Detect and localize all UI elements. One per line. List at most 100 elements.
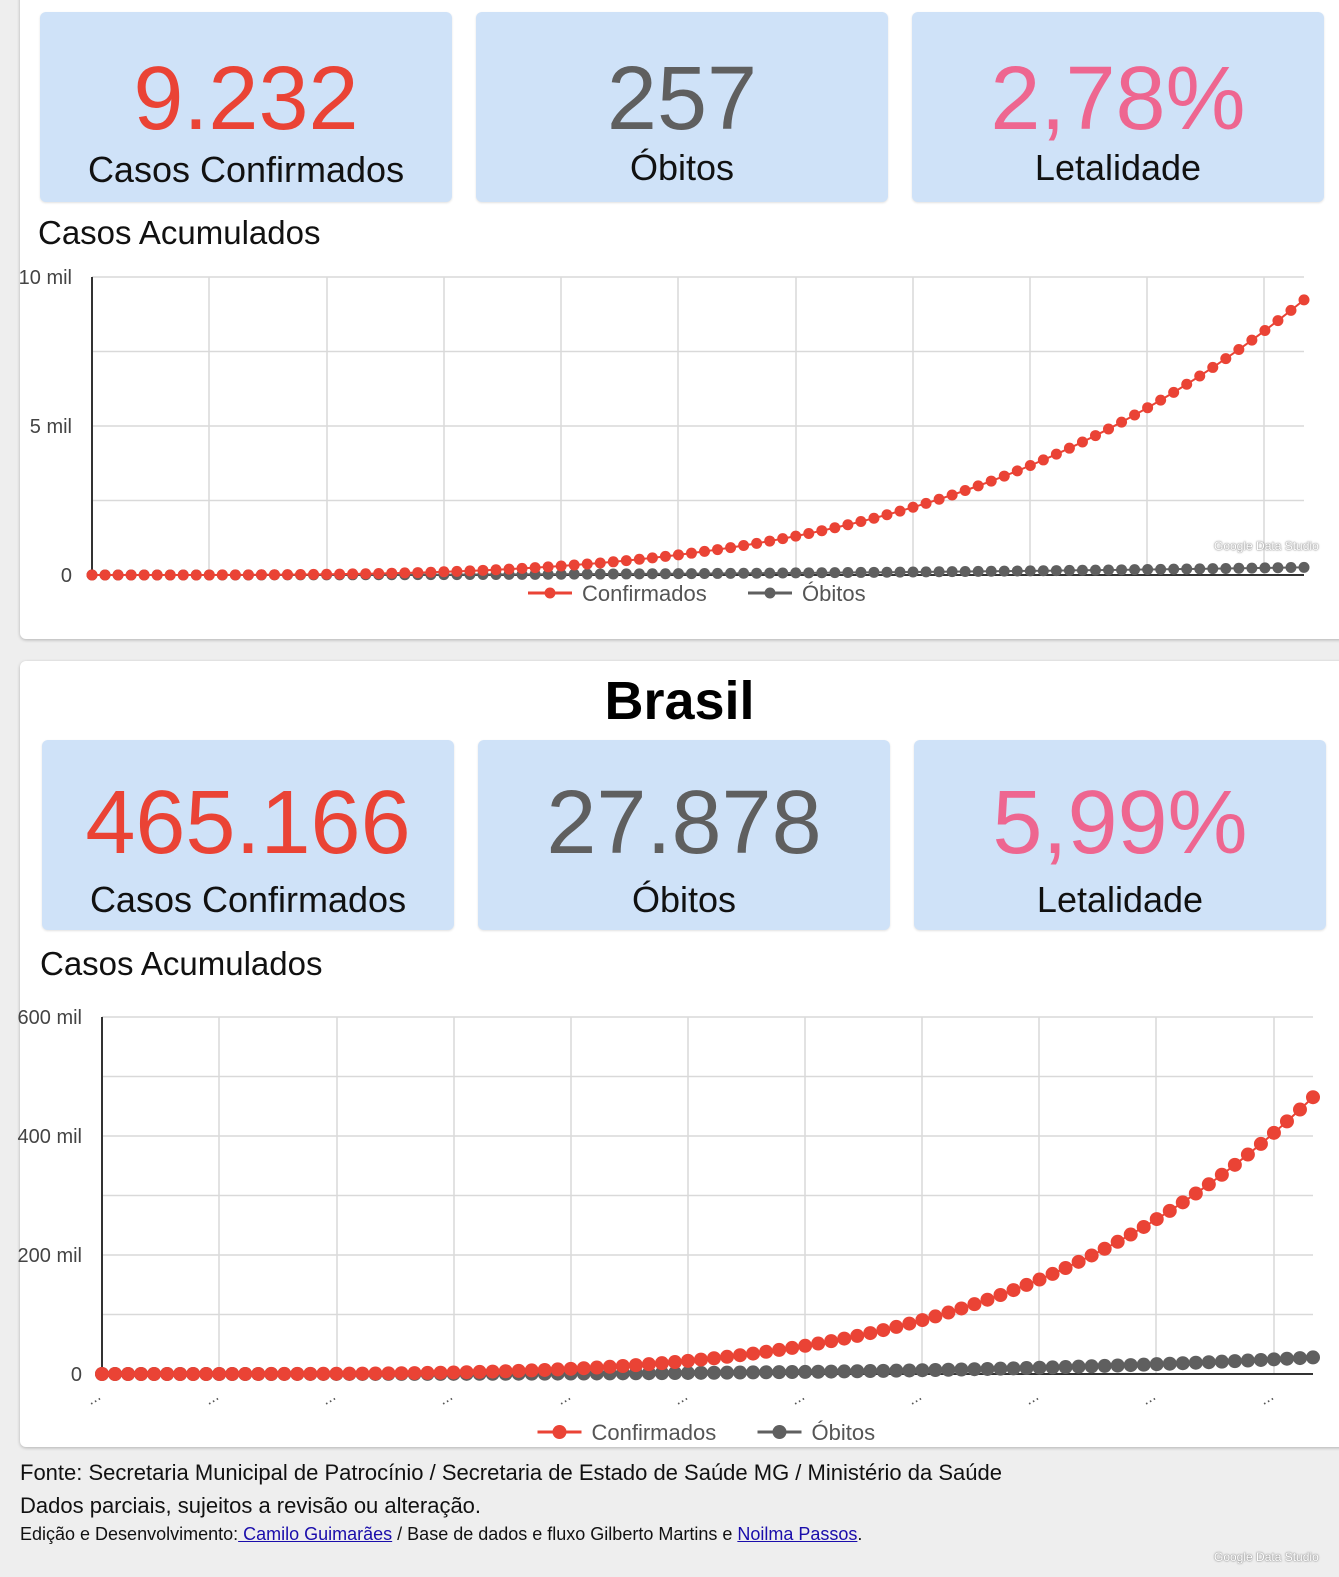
- data-point: [608, 568, 619, 579]
- data-point: [1150, 1212, 1164, 1226]
- data-point: [1181, 564, 1192, 575]
- data-point: [960, 566, 971, 577]
- data-point: [895, 567, 906, 578]
- data-point: [829, 522, 840, 533]
- data-point: [941, 1363, 955, 1377]
- kpi-card-deaths: 257 Óbitos: [476, 12, 888, 202]
- y-tick-label: 5 mil: [30, 416, 72, 438]
- data-point: [173, 1367, 187, 1381]
- y-tick-label: 600 mil: [18, 1007, 82, 1029]
- data-point: [595, 557, 606, 568]
- data-point: [707, 1366, 721, 1380]
- x-tick-label: ...: [202, 1387, 222, 1408]
- data-point: [738, 540, 749, 551]
- data-point: [1285, 305, 1296, 316]
- footer-credits: Edição e Desenvolvimento: Camilo Guimarã…: [20, 1524, 862, 1545]
- data-point: [798, 1339, 812, 1353]
- data-point: [386, 568, 397, 579]
- data-point: [282, 569, 293, 580]
- kpi-label: Casos Confirmados: [40, 152, 452, 188]
- data-point: [451, 566, 462, 577]
- data-point: [525, 1363, 539, 1377]
- data-point: [999, 471, 1010, 482]
- y-tick-label: 200 mil: [18, 1245, 82, 1267]
- data-point: [212, 1367, 226, 1381]
- data-point: [1064, 565, 1075, 576]
- data-point: [152, 569, 163, 580]
- data-point: [147, 1367, 161, 1381]
- data-point: [1033, 1273, 1047, 1287]
- data-point: [772, 1343, 786, 1357]
- legend-label: Óbitos: [802, 581, 866, 606]
- data-point: [855, 516, 866, 527]
- data-point: [647, 568, 658, 579]
- data-point: [1233, 344, 1244, 355]
- kpi-value: 257: [476, 54, 888, 144]
- data-point: [308, 569, 319, 580]
- data-point: [139, 569, 150, 580]
- data-point: [347, 568, 358, 579]
- data-point: [1137, 1358, 1151, 1372]
- data-point: [1090, 565, 1101, 576]
- credits-link-camilo[interactable]: Camilo Guimarães: [238, 1524, 392, 1544]
- data-point: [434, 1366, 448, 1380]
- data-point: [603, 1360, 617, 1374]
- data-point: [993, 1288, 1007, 1302]
- data-point: [738, 568, 749, 579]
- y-tick-label: 400 mil: [18, 1126, 82, 1148]
- data-point: [1142, 564, 1153, 575]
- data-point: [1280, 1114, 1294, 1128]
- data-point: [1299, 294, 1310, 305]
- data-point: [1111, 1235, 1125, 1249]
- data-point: [928, 1309, 942, 1323]
- data-point: [1194, 370, 1205, 381]
- data-point: [850, 1364, 864, 1378]
- brasil-line-chart: 0 200 mil 400 mil 600 mil..................…: [0, 1000, 1339, 1445]
- data-point: [113, 569, 124, 580]
- data-point: [720, 1366, 734, 1380]
- kpi-value: 465.166: [42, 778, 454, 868]
- data-point: [699, 546, 710, 557]
- credits-link-noilma[interactable]: Noilma Passos: [737, 1524, 857, 1544]
- footer-disclaimer: Dados parciais, sujeitos a revisão ou al…: [20, 1493, 481, 1519]
- data-point: [829, 567, 840, 578]
- data-point: [634, 568, 645, 579]
- data-point: [751, 568, 762, 579]
- data-point: [725, 568, 736, 579]
- data-point: [1155, 564, 1166, 575]
- data-point: [621, 555, 632, 566]
- data-point: [1129, 564, 1140, 575]
- data-point: [199, 1367, 213, 1381]
- credits-middle: / Base de dados e fluxo Gilberto Martins…: [392, 1524, 737, 1544]
- data-point: [746, 1347, 760, 1361]
- data-point: [803, 567, 814, 578]
- data-point: [551, 1362, 565, 1376]
- data-point: [191, 569, 202, 580]
- data-point: [803, 528, 814, 539]
- data-point: [95, 1367, 109, 1381]
- data-point: [681, 1354, 695, 1368]
- kpi-value: 27.878: [478, 778, 890, 868]
- data-point: [668, 1355, 682, 1369]
- data-point: [1025, 460, 1036, 471]
- data-point: [460, 1365, 474, 1379]
- data-point: [934, 494, 945, 505]
- data-point: [1020, 1278, 1034, 1292]
- data-point: [868, 567, 879, 578]
- data-point: [577, 1361, 591, 1375]
- data-point: [1189, 1187, 1203, 1201]
- data-point: [647, 552, 658, 563]
- data-point: [876, 1323, 890, 1337]
- footer-source: Fonte: Secretaria Municipal de Patrocíni…: [20, 1460, 1002, 1486]
- x-tick-label: ...: [319, 1387, 339, 1408]
- data-point: [1293, 1103, 1307, 1117]
- data-point: [1241, 1148, 1255, 1162]
- data-point: [399, 567, 410, 578]
- data-point: [837, 1364, 851, 1378]
- data-point: [1168, 564, 1179, 575]
- data-point: [1124, 1358, 1138, 1372]
- data-point: [993, 1362, 1007, 1376]
- data-point: [1189, 1356, 1203, 1370]
- data-point: [1202, 1355, 1216, 1369]
- data-point: [438, 566, 449, 577]
